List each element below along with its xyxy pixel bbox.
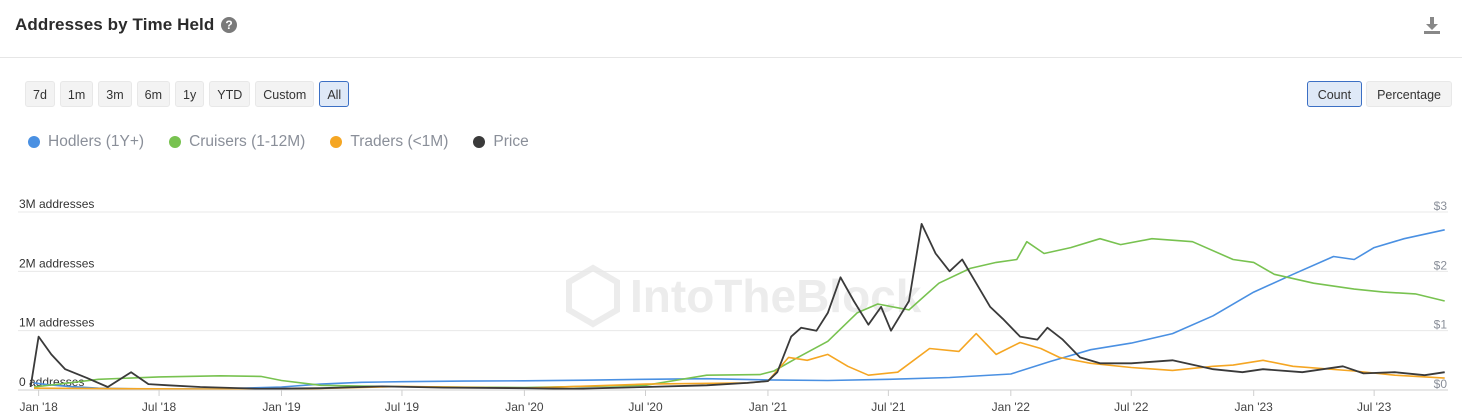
range-button-6m[interactable]: 6m	[136, 81, 171, 107]
legend-dot-icon	[169, 136, 182, 148]
series-line-3	[29, 222, 1445, 390]
x-axis-label: Jan '19	[262, 400, 301, 414]
x-axis-label: Jul '19	[385, 400, 420, 414]
x-axis-label: Jul '18	[142, 400, 177, 414]
x-axis-label: Jan '21	[749, 400, 788, 414]
y-axis-left-label: 3M addresses	[19, 197, 94, 211]
x-axis-label: Jan '20	[505, 400, 544, 414]
mode-button-count[interactable]: Count	[1306, 81, 1363, 107]
y-axis-right-label: $1	[1434, 318, 1448, 332]
watermark: IntoTheBlock	[630, 270, 922, 322]
series-line-1	[33, 237, 1445, 389]
series-line-2	[33, 332, 1445, 391]
legend-label: Hodlers (1Y+)	[48, 133, 145, 150]
range-button-7d[interactable]: 7d	[25, 81, 55, 107]
time-range-selector: 7d 1m 3m 6m 1y YTD Custom All	[25, 81, 350, 107]
legend-dot-icon	[28, 136, 40, 148]
legend-item-1[interactable]: Cruisers (1-12M)	[169, 133, 305, 151]
legend-item-3[interactable]: Price	[473, 133, 529, 151]
y-axis-left-label: 2M addresses	[19, 256, 94, 270]
x-axis-label: Jan '18	[19, 400, 58, 414]
x-axis-label: Jul '20	[628, 400, 663, 414]
range-button-custom[interactable]: Custom	[255, 81, 315, 107]
y-axis-right-label: $0	[1434, 377, 1448, 391]
chart-header: Addresses by Time Held ?	[0, 0, 1462, 58]
legend-label: Price	[493, 133, 529, 150]
page-title: Addresses by Time Held	[15, 15, 215, 34]
range-button-all[interactable]: All	[319, 81, 350, 107]
display-mode-selector: Count Percentage	[1306, 81, 1452, 107]
range-button-1y[interactable]: 1y	[175, 81, 205, 107]
x-axis-label: Jul '23	[1357, 400, 1392, 414]
legend-dot-icon	[473, 136, 486, 148]
legend-label: Cruisers (1-12M)	[189, 133, 306, 150]
range-button-ytd[interactable]: YTD	[209, 81, 251, 107]
x-axis-label: Jan '22	[992, 400, 1031, 414]
watermark-logo-icon	[566, 264, 620, 328]
legend-item-0[interactable]: Hodlers (1Y+)	[28, 133, 144, 151]
range-button-3m[interactable]: 3m	[98, 81, 132, 107]
mode-button-percentage[interactable]: Percentage	[1366, 81, 1452, 107]
chart-legend: Hodlers (1Y+) Cruisers (1-12M) Traders (<1…	[28, 133, 529, 151]
question-circle-icon[interactable]: ?	[221, 17, 237, 33]
y-axis-left-label: 1M addresses	[19, 316, 94, 330]
legend-item-2[interactable]: Traders (<1M)	[330, 133, 448, 151]
range-button-1m[interactable]: 1m	[59, 81, 94, 107]
x-axis-label: Jan '23	[1235, 400, 1274, 414]
y-axis-right-label: $2	[1434, 258, 1448, 272]
download-icon[interactable]	[1422, 16, 1442, 36]
legend-label: Traders (<1M)	[350, 133, 449, 150]
y-axis-left-label: 0 addresses	[19, 375, 84, 389]
y-axis-right-label: $3	[1434, 199, 1448, 213]
legend-dot-icon	[330, 136, 343, 148]
x-axis-label: Jul '22	[1114, 400, 1149, 414]
x-axis-label: Jul '21	[871, 400, 906, 414]
